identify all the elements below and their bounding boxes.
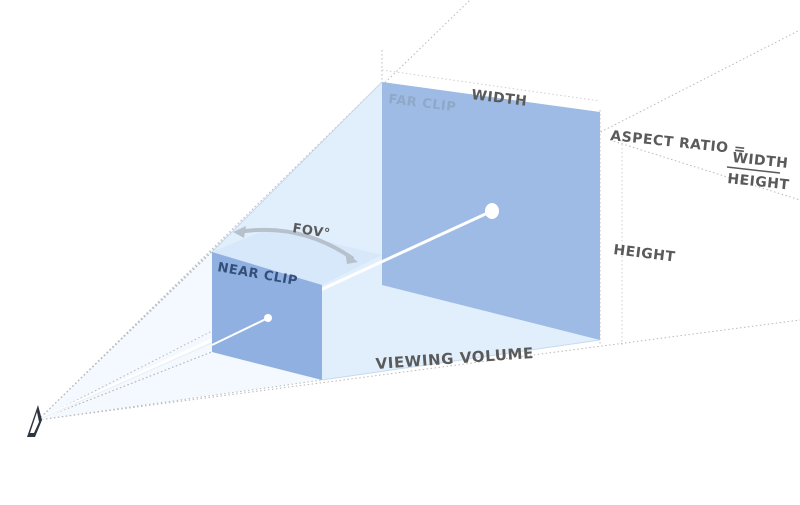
height-label: HEIGHT: [613, 242, 677, 265]
fov-arrow-right: [345, 252, 358, 264]
far-center-dot: [485, 203, 499, 219]
camera-eye-icon: [27, 405, 42, 437]
near-center-dot: [264, 314, 272, 322]
fov-arc: [236, 227, 354, 260]
fov-arrow-left: [233, 226, 246, 238]
width-dimension-line: [381, 69, 601, 102]
aspect-ratio-denominator: HEIGHT: [727, 171, 791, 193]
near-box-top: [212, 228, 382, 285]
aspect-ratio-fraction-bar: [726, 166, 781, 174]
width-label: WIDTH: [471, 87, 529, 110]
fov-label: FOV°: [291, 221, 331, 242]
aspect-ratio-numerator: WIDTH: [732, 150, 789, 172]
aspect-ratio-label: ASPECT RATIO =: [610, 128, 747, 158]
